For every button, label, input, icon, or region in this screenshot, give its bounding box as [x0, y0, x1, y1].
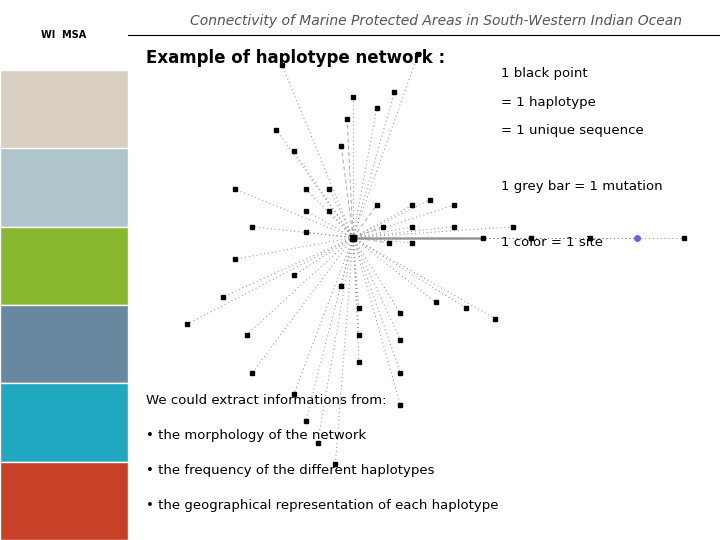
Bar — [0, 70, 128, 148]
Bar — [0, 148, 128, 227]
Bar — [0, 462, 128, 540]
Bar — [0, 227, 128, 305]
Text: = 1 haplotype: = 1 haplotype — [501, 96, 596, 109]
Text: 1 black point: 1 black point — [501, 68, 588, 80]
Text: We could extract informations from:: We could extract informations from: — [146, 394, 387, 407]
Text: • the geographical representation of each haplotype: • the geographical representation of eac… — [146, 500, 498, 512]
Bar — [0, 305, 128, 383]
Text: 1 color = 1 site: 1 color = 1 site — [501, 236, 603, 249]
Text: Connectivity of Marine Protected Areas in South-Western Indian Ocean: Connectivity of Marine Protected Areas i… — [190, 14, 682, 28]
Text: Example of haplotype network :: Example of haplotype network : — [146, 49, 445, 66]
Text: • the frequency of the different haplotypes: • the frequency of the different haploty… — [146, 464, 434, 477]
Text: = 1 unique sequence: = 1 unique sequence — [501, 124, 644, 137]
Bar — [0, 383, 128, 462]
Text: WI  MSA: WI MSA — [42, 30, 86, 40]
Bar — [0, 0, 128, 70]
Text: • the morphology of the network: • the morphology of the network — [146, 429, 366, 442]
Text: 1 grey bar = 1 mutation: 1 grey bar = 1 mutation — [501, 180, 662, 193]
